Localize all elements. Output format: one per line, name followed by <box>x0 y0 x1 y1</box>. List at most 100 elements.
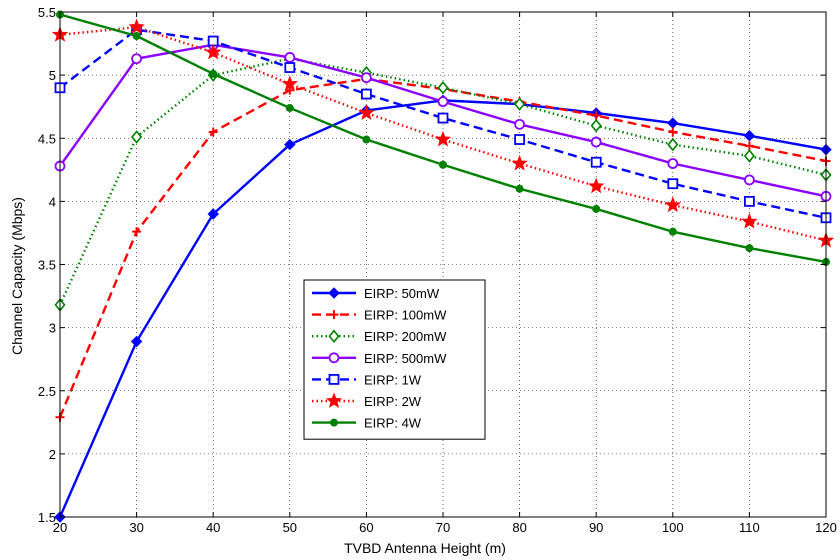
data-point <box>208 127 218 137</box>
y-axis-label: Channel Capacity (Mbps) <box>9 197 25 355</box>
series-line <box>59 25 827 242</box>
legend-label: EIRP: 100mW <box>364 308 447 323</box>
legend: EIRP: 50mW EIRP: 100mW EIRP: 200mW EIRP: 50… <box>303 279 486 440</box>
data-point <box>667 137 679 152</box>
data-point <box>207 208 219 220</box>
legend-label: EIRP: 1W <box>364 372 422 387</box>
x-tick-label: 20 <box>53 520 67 535</box>
data-point <box>205 43 222 60</box>
data-point <box>667 158 679 169</box>
series-line <box>58 57 827 306</box>
data-point <box>437 112 449 124</box>
data-point <box>284 52 296 63</box>
legend-marker <box>328 352 340 364</box>
legend-label: EIRP: 50mW <box>364 286 440 301</box>
x-tick-label: 80 <box>512 520 526 535</box>
y-tick-label: 3.5 <box>38 258 56 273</box>
data-point <box>744 195 755 207</box>
legend-marker <box>329 310 339 320</box>
y-tick-label: 2 <box>49 447 56 462</box>
legend-label: EIRP: 500mW <box>364 351 447 366</box>
series-layer <box>51 10 835 523</box>
x-tick-label: 50 <box>283 520 297 535</box>
ticks: 20 30 40 50 60 70 80 90 100 110 120 1.5 2 2.5 3 3.5 4 4.5… <box>38 5 837 535</box>
data-point <box>590 156 602 168</box>
data-point <box>744 174 755 186</box>
data-point <box>515 184 524 193</box>
y-tick-label: 2.5 <box>38 384 56 399</box>
data-point <box>592 204 601 213</box>
data-point <box>667 178 679 190</box>
legend-item: EIRP: 50mW <box>312 286 440 301</box>
data-point <box>128 18 145 35</box>
data-point <box>284 62 296 73</box>
data-point <box>130 335 143 348</box>
legend-item: EIRP: 2W <box>312 392 422 409</box>
data-point <box>437 96 449 108</box>
data-point <box>281 75 298 91</box>
legend-item: EIRP: 4W <box>312 416 422 431</box>
x-tick-label: 40 <box>206 520 220 535</box>
data-point <box>743 149 755 163</box>
data-point <box>131 130 143 144</box>
data-point <box>358 104 375 120</box>
x-tick-label: 70 <box>436 520 450 535</box>
series-3 <box>54 51 832 312</box>
data-point <box>591 111 601 121</box>
x-tick-label: 30 <box>129 520 143 535</box>
y-tick-label: 5 <box>49 68 56 83</box>
data-point <box>360 88 372 100</box>
data-point <box>744 141 754 151</box>
y-tick-label: 4.5 <box>38 131 56 146</box>
x-tick-label: 60 <box>359 520 373 535</box>
legend-item: EIRP: 1W <box>312 372 422 387</box>
legend-marker <box>328 329 340 343</box>
y-tick-label: 4 <box>49 194 56 209</box>
legend-marker <box>328 287 340 299</box>
x-tick-label: 100 <box>662 520 684 535</box>
data-point <box>284 138 296 151</box>
x-tick-label: 110 <box>739 520 760 535</box>
data-point <box>362 135 371 144</box>
series-line <box>59 28 827 219</box>
legend-marker <box>325 392 343 408</box>
data-point <box>743 130 756 142</box>
data-point <box>360 72 372 84</box>
data-point <box>668 227 677 236</box>
legend-item: EIRP: 500mW <box>312 351 447 366</box>
data-point <box>285 103 294 112</box>
data-point <box>514 97 526 111</box>
data-point <box>209 69 218 78</box>
data-point <box>668 127 678 137</box>
x-axis-label: TVBD Antenna Height (m) <box>344 540 506 556</box>
y-tick-label: 3 <box>49 321 56 336</box>
legend-item: EIRP: 100mW <box>312 308 447 323</box>
data-point <box>664 196 681 213</box>
data-point <box>131 53 143 65</box>
legend-label: EIRP: 2W <box>364 394 422 409</box>
y-tick-label: 5.5 <box>38 5 56 20</box>
legend-marker <box>328 373 340 385</box>
data-point <box>132 227 142 237</box>
x-tick-label: 120 <box>815 520 837 535</box>
legend-label: EIRP: 200mW <box>364 329 447 344</box>
data-point <box>590 118 602 133</box>
legend-label: EIRP: 4W <box>364 416 422 431</box>
data-point <box>514 134 525 145</box>
data-point <box>741 212 758 229</box>
data-point <box>439 160 447 169</box>
data-point <box>132 31 141 40</box>
x-tick-label: 90 <box>589 520 603 535</box>
data-point <box>588 177 605 194</box>
data-point <box>434 130 452 147</box>
data-point <box>667 117 679 129</box>
y-tick-label: 1.5 <box>38 510 56 525</box>
data-point <box>590 136 602 148</box>
data-point <box>437 80 449 95</box>
legend-marker <box>330 418 338 427</box>
data-point <box>745 244 754 253</box>
data-point <box>514 118 525 130</box>
legend-item: EIRP: 200mW <box>312 329 447 344</box>
series-6 <box>51 18 835 248</box>
